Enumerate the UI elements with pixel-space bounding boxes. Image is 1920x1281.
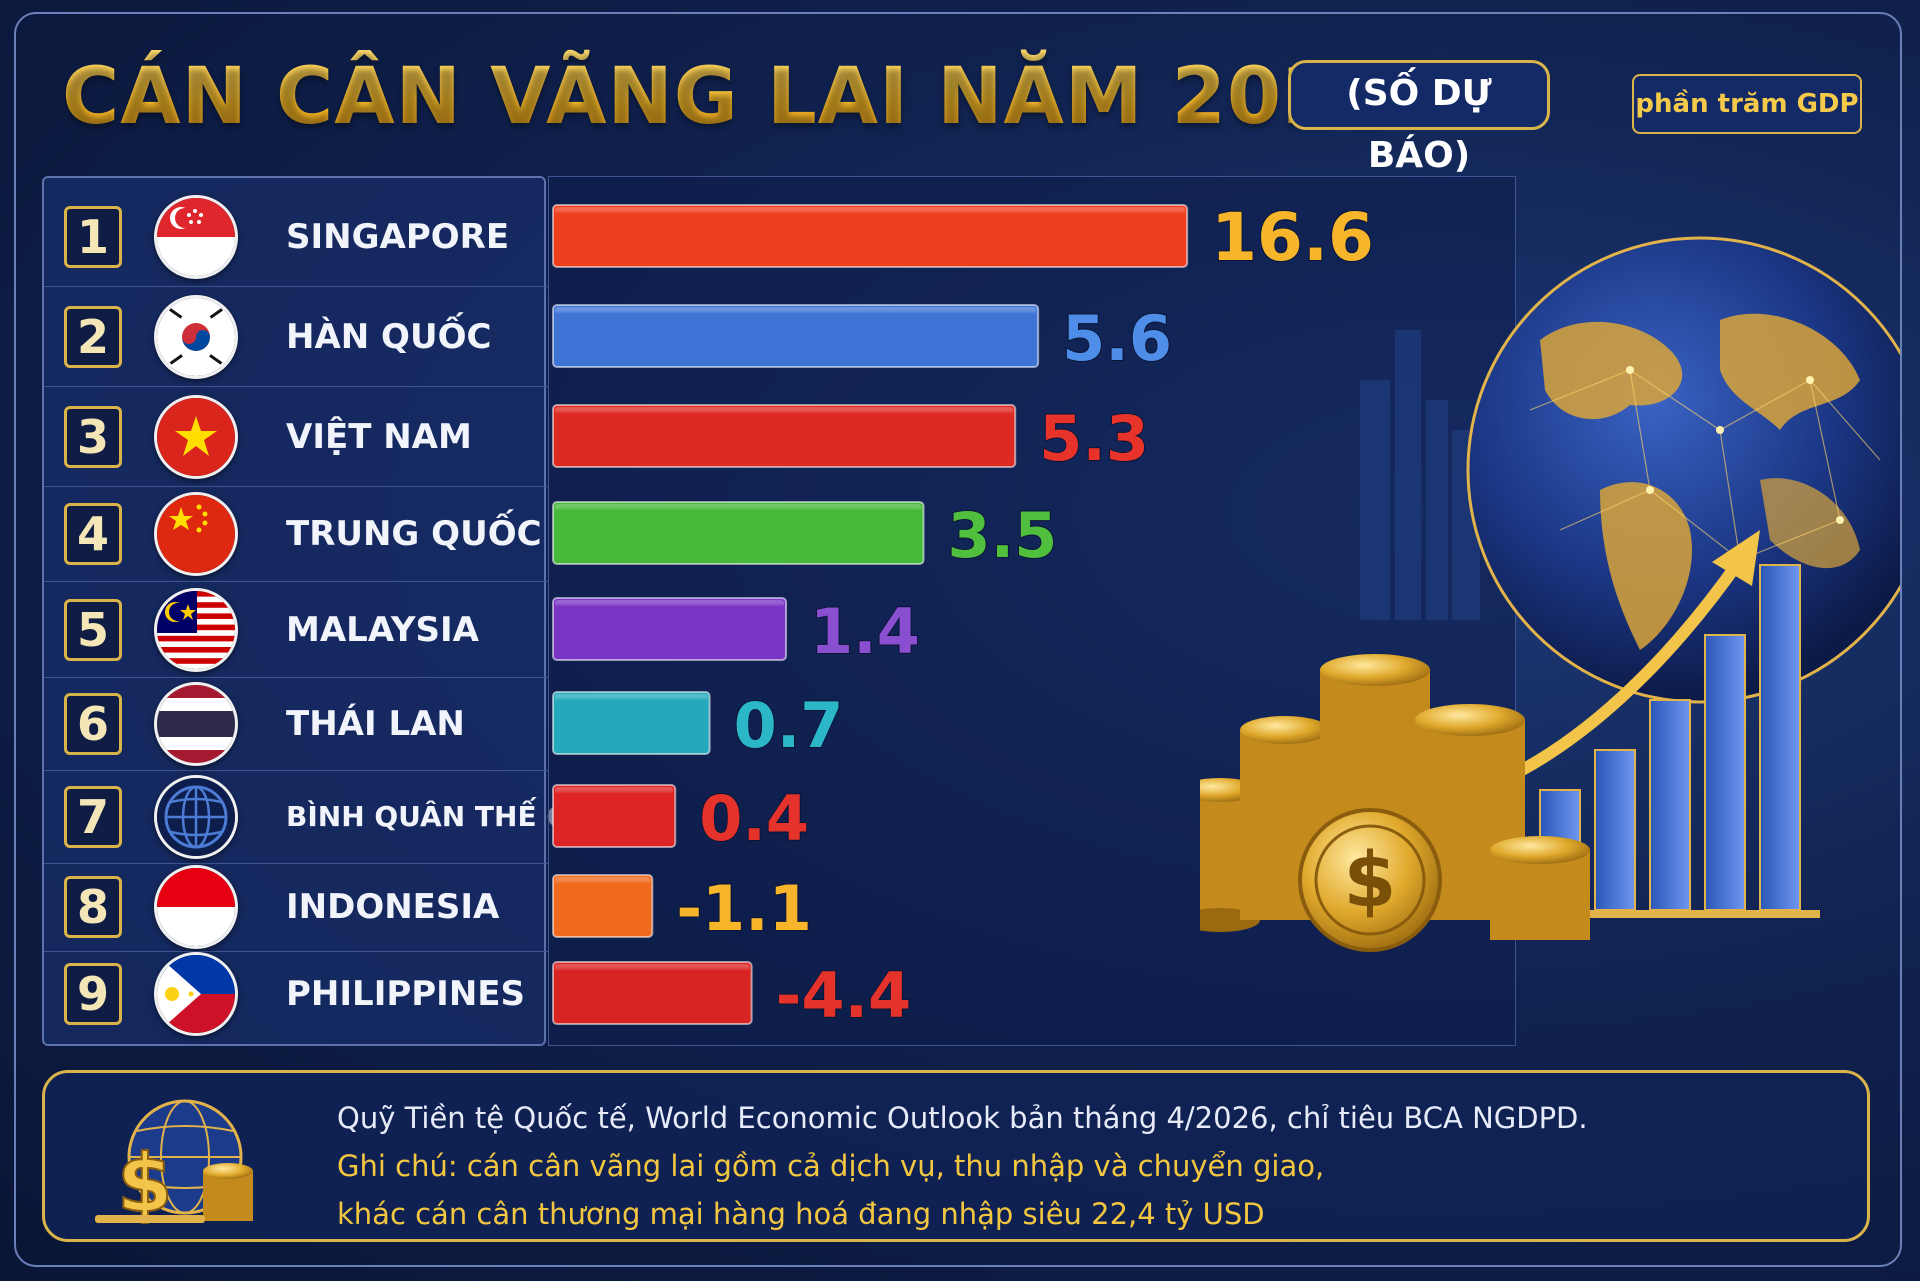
rank-badge: 7 xyxy=(64,786,122,848)
rank-badge: 5 xyxy=(64,599,122,661)
indonesia-flag-icon xyxy=(154,865,238,949)
bar-highlight xyxy=(555,504,922,526)
bar-highlight xyxy=(555,694,708,716)
country-table: 1 SINGAPORE 2 HÀN QUỐC 3 VIỆT NAM 4 TRUNG QUỐC 5… xyxy=(42,176,615,1048)
table-row: 6 THÁI LAN xyxy=(44,678,548,771)
dollar-coin-icon: $ xyxy=(1298,808,1442,952)
table-row: 4 TRUNG QUỐC xyxy=(44,487,548,582)
table-row: 8 INDONESIA xyxy=(44,864,548,952)
country-name: HÀN QUỐC xyxy=(286,317,492,357)
vietnam-flag-icon xyxy=(154,395,238,479)
page-frame xyxy=(14,12,1902,1267)
data-label: -4.4 xyxy=(776,959,912,1032)
table-row: 2 HÀN QUỐC xyxy=(44,287,548,387)
country-name: PHILIPPINES xyxy=(286,974,525,1014)
bar-highlight xyxy=(555,787,674,809)
bar-highlight xyxy=(555,964,750,986)
bar-highlight xyxy=(555,877,651,899)
source-text: Quỹ Tiền tệ Quốc tế, World Economic Outl… xyxy=(337,1101,1588,1135)
bar-highlight xyxy=(555,600,785,622)
rank-badge: 9 xyxy=(64,963,122,1025)
coin-stacks: $ xyxy=(1200,654,1590,952)
world-globe-icon xyxy=(154,775,238,859)
philippines-flag-icon xyxy=(154,952,238,1036)
unit-badge: phần trăm GDP xyxy=(1632,74,1862,134)
bar-highlight xyxy=(555,207,1186,229)
table-row: 9 PHILIPPINES xyxy=(44,952,548,1048)
table-row: 5 MALAYSIA xyxy=(44,582,548,678)
singapore-flag-icon xyxy=(154,195,238,279)
data-label: 0.4 xyxy=(699,782,809,855)
country-name: VIỆT NAM xyxy=(286,417,472,457)
data-label: 0.7 xyxy=(734,689,844,762)
footer-note-box: $ Quỹ Tiền tệ Quốc tế, World Economic Ou… xyxy=(42,1070,1870,1242)
malaysia-flag-icon xyxy=(154,588,238,672)
chart-title: CÁN CÂN VÃNG LAI NĂM 2026 xyxy=(62,42,1393,152)
globe-coins-illustration: $ xyxy=(1200,236,1900,952)
globe-dollar-coins-icon: $ xyxy=(95,1099,253,1231)
data-label: 16.6 xyxy=(1211,199,1374,276)
data-label: 5.3 xyxy=(1039,402,1149,475)
city-skyline xyxy=(1360,330,1480,620)
data-label: 3.5 xyxy=(948,499,1058,572)
country-name: MALAYSIA xyxy=(286,610,479,650)
country-name: SINGAPORE xyxy=(286,217,510,257)
bar-highlight xyxy=(555,407,1014,429)
rank-badge: 1 xyxy=(64,206,122,268)
chart-subtitle: (SỐ DỰ BÁO) xyxy=(1288,60,1550,176)
rank-badge: 3 xyxy=(64,406,122,468)
rank-badge: 6 xyxy=(64,693,122,755)
china-flag-icon xyxy=(154,492,238,576)
bar-highlight xyxy=(555,307,1037,329)
country-name: THÁI LAN xyxy=(286,704,465,744)
data-label: -1.1 xyxy=(676,872,812,945)
rank-badge: 8 xyxy=(64,876,122,938)
note-line-2: khác cán cân thương mại hàng hoá đang nh… xyxy=(337,1197,1265,1231)
note-line-1: Ghi chú: cán cân vãng lai gồm cả dịch vụ… xyxy=(337,1149,1325,1183)
table-row: 7 BÌNH QUÂN THẾ GIỚI xyxy=(44,771,615,864)
south-korea-flag-icon xyxy=(154,295,238,379)
thailand-flag-icon xyxy=(154,682,238,766)
table-row: 3 VIỆT NAM xyxy=(44,387,548,487)
bar-chart: 16.6 5.6 5.3 3.5 1.4 0.7 0.4 -1.1 -4.4 xyxy=(552,198,1375,1033)
data-label: 5.6 xyxy=(1062,302,1172,375)
data-label: 1.4 xyxy=(810,595,920,668)
svg-text:$: $ xyxy=(1344,835,1397,924)
rank-badge: 4 xyxy=(64,503,122,565)
table-row: 1 SINGAPORE xyxy=(44,178,548,287)
rank-badge: 2 xyxy=(64,306,122,368)
country-name: INDONESIA xyxy=(286,887,500,927)
country-name: TRUNG QUỐC xyxy=(286,514,542,554)
